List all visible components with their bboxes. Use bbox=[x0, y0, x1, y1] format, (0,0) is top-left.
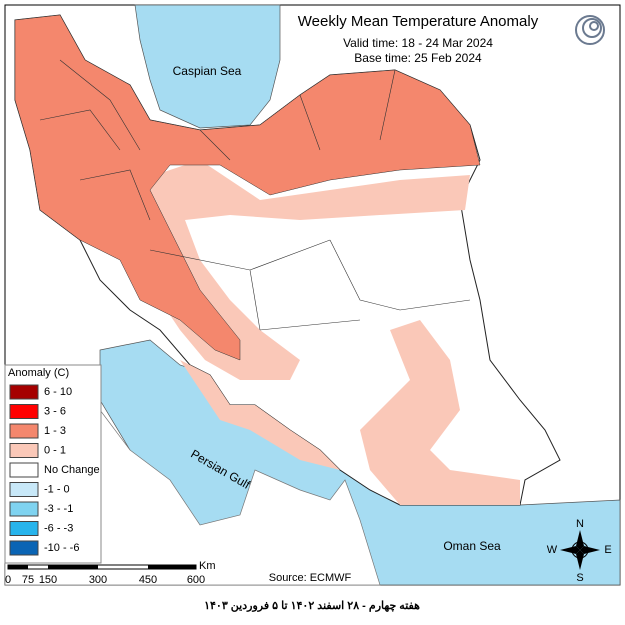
scale-label: 450 bbox=[139, 574, 157, 586]
compass: N E S W bbox=[547, 518, 612, 584]
legend-swatch bbox=[9, 462, 39, 478]
scale-bar: 0 75 150 300 450 600 Km bbox=[5, 560, 216, 586]
legend-label: -1 - 0 bbox=[44, 483, 70, 495]
anomaly-1-3 bbox=[14, 14, 481, 361]
legend-swatch bbox=[9, 521, 39, 536]
valid-time: Valid time: 18 - 24 Mar 2024 bbox=[343, 36, 493, 50]
legend-swatch bbox=[9, 443, 39, 458]
sea-label: Oman Sea bbox=[443, 539, 501, 553]
province-borders bbox=[39, 59, 471, 331]
title: Weekly Mean Temperature Anomaly bbox=[298, 13, 539, 30]
source: Source: ECMWF bbox=[269, 572, 352, 584]
legend: 6 - 10 3 - 6 1 - 3 0 - 1 No Change -1 - 0 -3 -… bbox=[9, 384, 100, 556]
base-time: Base time: 25 Feb 2024 bbox=[354, 51, 482, 65]
compass-s: S bbox=[576, 572, 583, 584]
legend-label: 6 - 10 bbox=[44, 386, 72, 398]
anomaly-0-1 bbox=[80, 160, 520, 505]
legend-label: -3 - -1 bbox=[44, 503, 73, 515]
legend-label: 0 - 1 bbox=[44, 444, 66, 456]
legend-label: -10 - -6 bbox=[44, 542, 79, 554]
legend-swatch bbox=[9, 482, 39, 497]
legend-label: 3 - 6 bbox=[44, 405, 66, 417]
legend-title: Anomaly (C) bbox=[8, 367, 69, 379]
scale-label: 75 bbox=[22, 574, 34, 586]
scale-label: 600 bbox=[187, 574, 205, 586]
scale-segment bbox=[148, 565, 196, 569]
legend-swatch bbox=[9, 384, 39, 400]
compass-n: N bbox=[576, 518, 584, 530]
footer: هفته چهارم - ۲۸ اسفند ۱۴۰۲ تا ۵ فروردین … bbox=[204, 600, 420, 612]
legend-label: No Change bbox=[44, 464, 100, 476]
scale-label: 0 bbox=[5, 574, 11, 586]
compass-e: E bbox=[604, 544, 611, 556]
scale-label: 300 bbox=[89, 574, 107, 586]
scale-unit: Km bbox=[199, 560, 216, 572]
scale-segment bbox=[8, 565, 28, 569]
sea-label: Caspian Sea bbox=[173, 64, 242, 78]
legend-swatch bbox=[9, 501, 39, 517]
caspian-sea bbox=[134, 4, 281, 129]
scale-label: 150 bbox=[39, 574, 57, 586]
legend-swatch bbox=[9, 404, 39, 419]
legend-label: -6 - -3 bbox=[44, 522, 73, 534]
compass-w: W bbox=[547, 544, 558, 556]
legend-label: 1 - 3 bbox=[44, 425, 66, 437]
scale-segment bbox=[48, 565, 98, 569]
legend-swatch bbox=[9, 540, 39, 556]
legend-swatch bbox=[9, 423, 39, 439]
logo bbox=[575, 15, 605, 45]
